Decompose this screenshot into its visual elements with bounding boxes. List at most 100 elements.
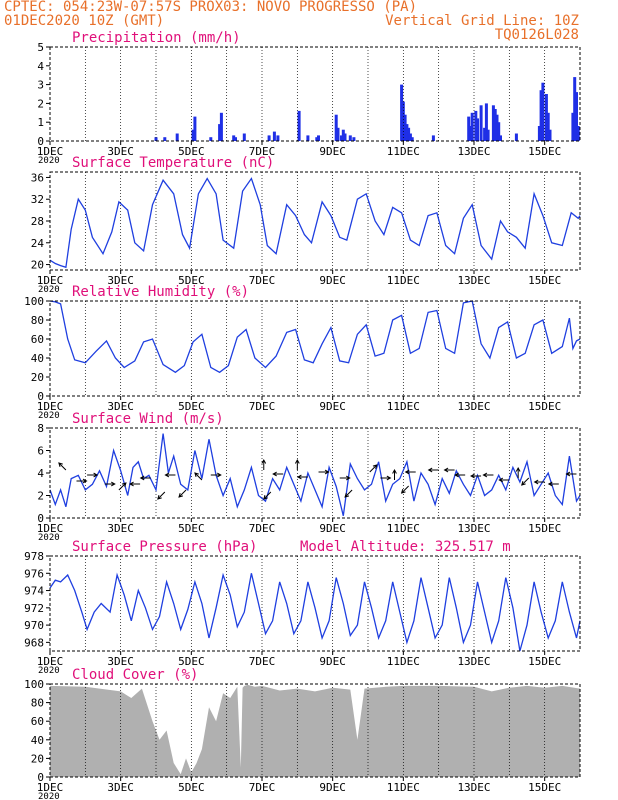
y-tick-label: 1 [37,116,44,129]
plot-frame [49,555,581,652]
x-tick-label: 3DEC [107,145,134,158]
x-tick-label: 1DEC [37,655,64,668]
x-tick-label: 13DEC [457,145,490,158]
x-tick-label: 13DEC [457,400,490,413]
panel-wind: 0 2 4 6 8 1DEC 3DEC 5DEC 7DEC 9DEC 11DEC 13DEC 15DEC… [37,411,581,543]
precip-bar [306,135,310,141]
precip-bar [343,133,347,141]
precip-bar [483,127,487,141]
precip-bar [514,133,518,141]
x-tick-label: 13DEC [457,274,490,287]
x-tick-label: 11DEC [387,145,420,158]
precip-bar [408,133,412,141]
precip-bar [352,137,356,141]
precip-bar [163,137,167,141]
humidity-line [49,300,581,374]
precip-bar [497,122,501,141]
precip-bar [469,126,472,141]
wind-arrow-head [392,468,397,474]
wind-arrow [401,485,409,494]
x-tick-label: 15DEC [528,655,561,668]
wind-arrow-head [164,472,170,478]
precip-bar [242,133,246,141]
x-tick-label: 5DEC [178,145,205,158]
y-tick-label: 970 [24,619,44,632]
wind-arrow-head [178,493,184,498]
precip-bar [476,118,479,141]
panel-pressure: 968 970 972 974 976 978 1DEC 3DEC 5DEC 7DEC 9DEC 11… [24,539,581,676]
precip-bar [336,127,340,141]
wind-arrow-head [263,495,268,500]
wind-arrow-head [121,482,127,487]
y-tick-label: 4 [37,60,44,73]
precip-bar [403,114,407,141]
wind-arrow-head [498,477,504,483]
x-tick-label: 3DEC [107,400,134,413]
y-tick-label: 8 [37,422,44,435]
x-tick-label: 11DEC [387,781,420,794]
panel-precip: 0 1 2 3 4 5 1DEC 3DEC 5DEC 7DEC 9DEC 11DEC 13DEC 15DE… [37,30,581,166]
precip-bar [154,137,158,141]
precip-bar [334,114,338,141]
x-tick-label: 11DEC [387,400,420,413]
y-tick-label: 0 [37,135,44,148]
precip-bar [272,131,276,141]
precip-bar [495,114,499,141]
precip-bar [218,124,222,141]
y-tick-label: 60 [31,333,44,346]
wind-arrow [344,489,353,498]
wind-arrow-head [324,469,330,475]
y-tick-label: 0 [37,512,44,525]
wind-arrow-head [345,475,351,481]
y-tick-label: 80 [31,314,44,327]
wind-arrow-head [547,481,553,487]
wind-line [49,433,581,516]
y-tick-label: 40 [31,734,44,747]
precip-bar [539,90,543,141]
precip-bar [546,112,550,141]
precip-bar [484,103,488,141]
precip-bar [401,101,405,141]
wind-arrow-head [93,472,99,478]
x-tick-label: 9DEC [319,781,346,794]
precip-bar [486,129,490,141]
x-tick-label: 7DEC [249,400,276,413]
year-label: 2020 [38,792,60,800]
wind-arrow-head [58,462,63,467]
precip-bar [267,135,271,141]
x-tick-label: 1DEC [37,522,64,535]
x-tick-label: 7DEC [249,781,276,794]
x-tick-label: 3DEC [107,274,134,287]
run-date: 01DEC2020 10Z (GMT) [4,13,164,29]
precip-bar [341,129,345,141]
y-tick-label: 2 [37,490,44,503]
wind-arrow-head [217,472,222,478]
year-label: 2020 [38,533,60,543]
precip-bar [537,126,541,141]
x-tick-label: 11DEC [387,274,420,287]
x-tick-label: 9DEC [319,274,346,287]
wind-arrow-head [82,478,88,484]
precip-bar [431,135,435,141]
precip-bar [474,110,478,141]
y-tick-label: 60 [31,715,44,728]
precip-bar [317,135,320,141]
x-tick-label: 3DEC [107,522,134,535]
precip-bar [544,94,548,141]
wind-arrow-head [261,458,267,464]
wind-title: Surface Wind (m/s) [72,411,224,427]
y-tick-label: 0 [37,771,44,784]
y-tick-label: 40 [31,352,44,365]
precip-bar [234,137,237,141]
x-tick-label: 7DEC [249,274,276,287]
wind-arrow-head [427,467,433,473]
precip-title: Precipitation (mm/h) [72,30,241,46]
panel-temperature: 20 24 28 32 36 1DEC 3DEC 5DEC 7DEC 9DEC 11DEC 13DEC… [31,155,581,295]
y-tick-label: 100 [24,678,44,691]
precip-bar [499,135,502,141]
y-tick-label: 3 [37,79,44,92]
x-tick-label: 1DEC [37,145,64,158]
x-tick-label: 15DEC [528,274,561,287]
